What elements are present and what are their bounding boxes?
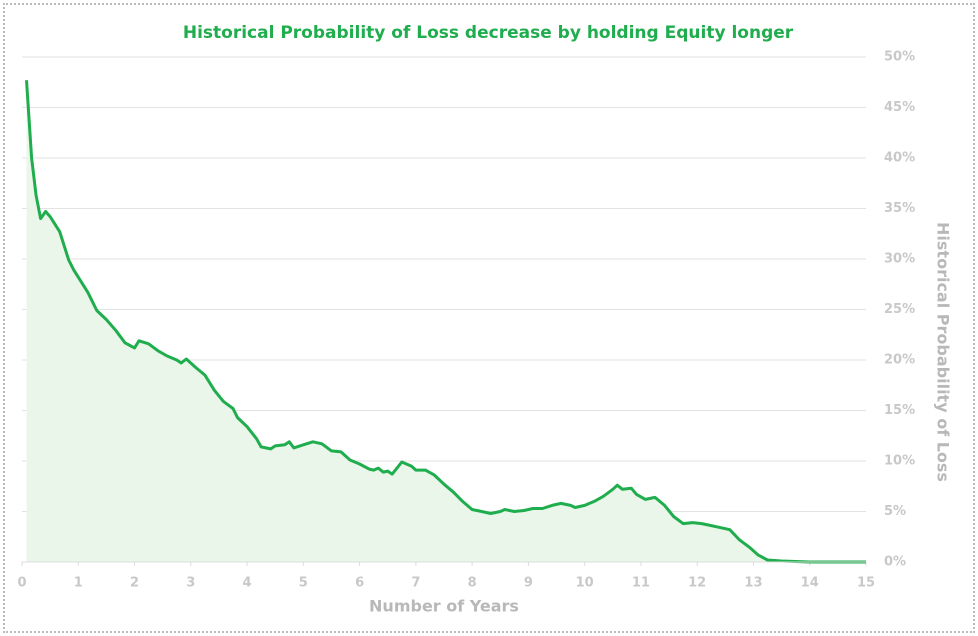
y-tick-label: 30% [884,252,915,267]
x-tick-label: 2 [130,576,139,591]
line [25,80,866,564]
y-tick-label: 25% [884,302,915,317]
x-tick-label: 0 [17,576,26,591]
area [26,80,866,562]
x-axis-title: Number of Years [369,597,519,616]
x-tick-label: 6 [355,576,364,591]
x-tick-label: 5 [299,576,308,591]
y-tick-label: 50% [884,50,915,65]
x-tick-label: 15 [857,576,875,591]
x-tick-label: 9 [524,576,533,591]
y-tick-label: 0% [884,555,906,570]
y-tick-label: 20% [884,353,915,368]
x-tick-label: 11 [632,576,650,591]
x-tick-label: 14 [801,576,819,591]
y-tick-label: 5% [884,504,906,519]
x-tick-label: 4 [243,576,252,591]
y-axis-title: Historical Probability of Loss [934,222,953,482]
x-tick-label: 3 [186,576,195,591]
y-tick-label: 15% [884,403,915,418]
x-tick-label: 13 [744,576,762,591]
y-tick-label: 45% [884,100,915,115]
frame [3,3,975,633]
y-tick-label: 10% [884,454,915,469]
x-tick-label: 12 [688,576,706,591]
x-tick-label: 10 [576,576,594,591]
y-tick-label: 35% [884,201,915,216]
x-tick-label: 1 [74,576,83,591]
x-tick-label: 8 [468,576,477,591]
y-tick-label: 40% [884,151,915,166]
x-tick-label: 7 [411,576,420,591]
chart-title: Historical Probability of Loss decrease … [183,23,794,43]
